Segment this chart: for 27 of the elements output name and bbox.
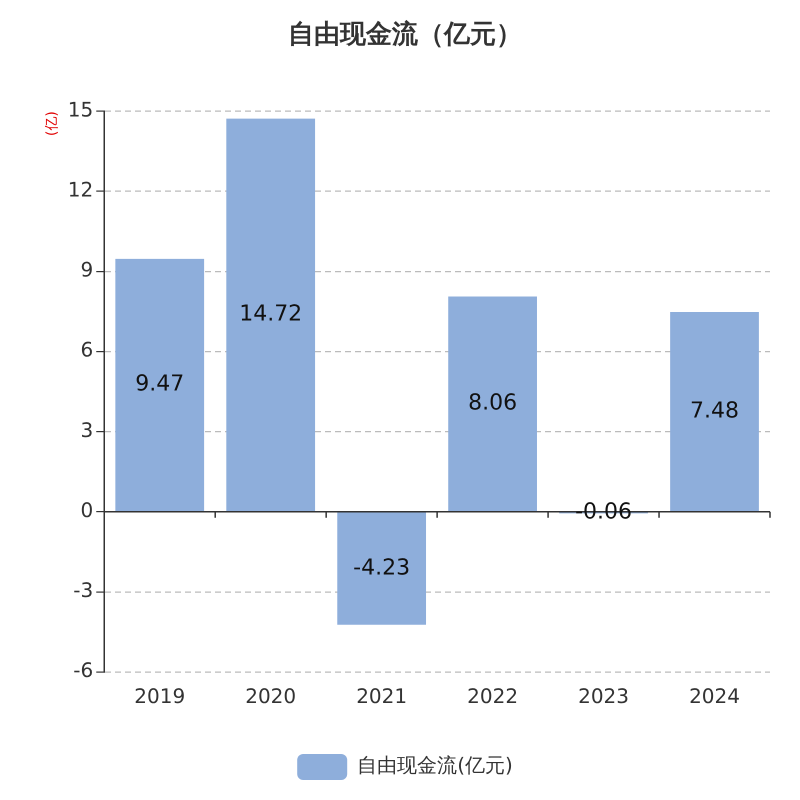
bar [670, 312, 759, 512]
x-tick-label: 2022 [467, 684, 518, 708]
chart-title: 自由现金流（亿元） [288, 19, 522, 50]
x-tick-label: 2019 [134, 684, 186, 708]
bar [226, 118, 316, 512]
y-tick-label: 12 [68, 178, 94, 202]
data-label: 8.06 [468, 390, 518, 416]
y-axis-title: (亿) [44, 111, 60, 136]
x-tick-label: 2021 [356, 684, 408, 708]
x-tick-label: 2024 [689, 684, 740, 708]
x-tick-label: 2020 [245, 684, 296, 708]
x-tick-label: 2023 [578, 684, 630, 708]
y-tick-label: 15 [68, 97, 94, 122]
y-tick-label: 3 [80, 418, 94, 442]
y-tick-label: 0 [80, 498, 94, 522]
y-tick-label: -3 [73, 578, 94, 602]
bar [115, 258, 204, 512]
data-label: -4.23 [353, 555, 410, 580]
y-tick-label: 9 [80, 258, 94, 282]
data-label: 14.72 [239, 302, 302, 327]
data-label: 7.48 [690, 398, 740, 424]
y-tick-label: -6 [73, 658, 94, 682]
data-label: 9.47 [135, 372, 184, 397]
bar [337, 512, 426, 625]
bar [448, 296, 537, 512]
y-tick-label: 6 [80, 338, 94, 362]
legend-label: 自由现金流(亿元) [357, 753, 513, 778]
